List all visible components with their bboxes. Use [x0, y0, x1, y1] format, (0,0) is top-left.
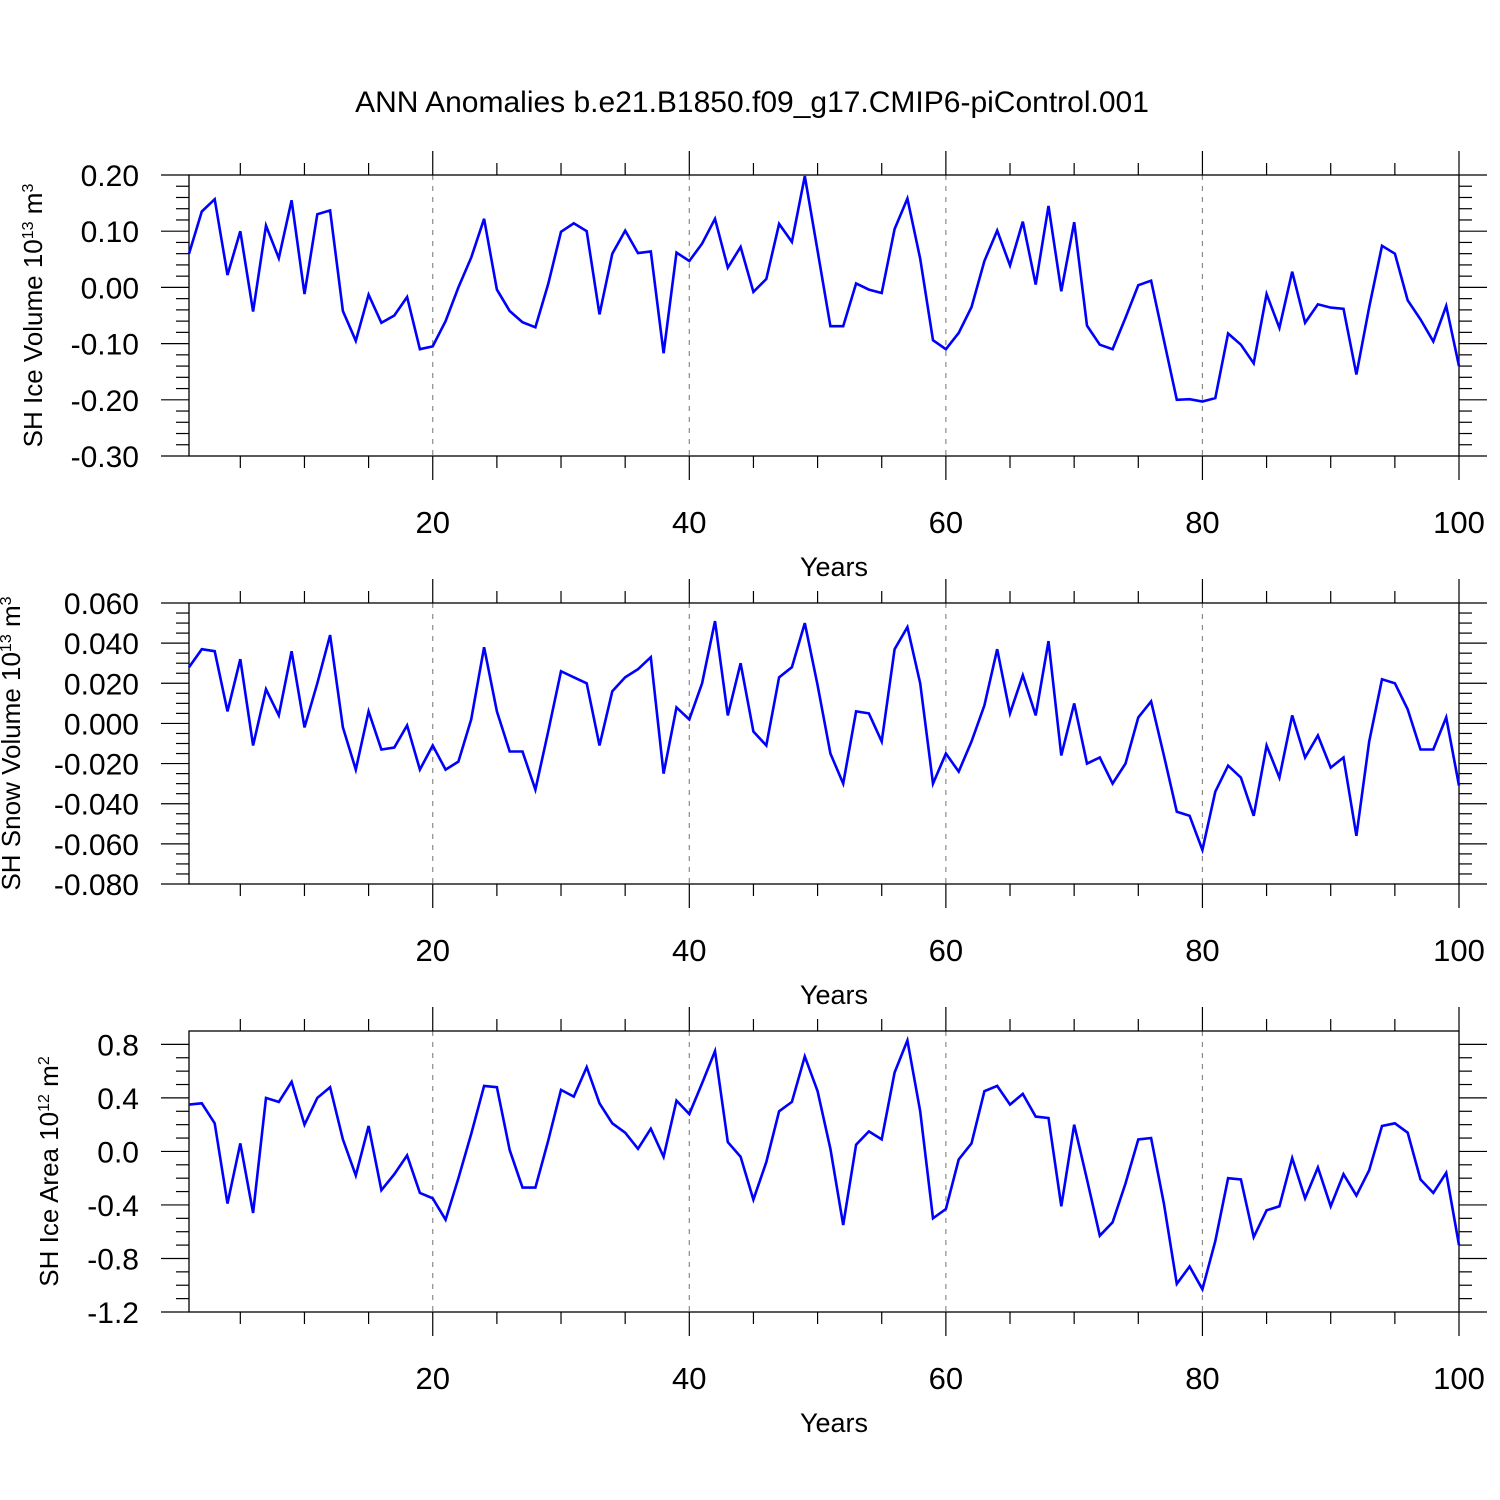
panels: 20 40 60 80 100 Years 0.20 0.10 0.00 -0.10 -0.20 -0…	[0, 151, 1487, 1438]
y-tick-label: -0.20	[71, 385, 139, 418]
x-tick-label: 20	[415, 933, 449, 968]
x-tick-label: 40	[672, 1361, 706, 1396]
x-tick-label: 60	[929, 933, 963, 968]
plot-frame	[188, 174, 1460, 457]
y-tick-label: -0.080	[54, 869, 139, 902]
figure-title: ANN Anomalies b.e21.B1850.f09_g17.CMIP6-…	[355, 86, 1149, 119]
y-tick-label: -0.4	[87, 1190, 139, 1223]
x-tick-label: 60	[929, 1361, 963, 1396]
y-tick-label: -0.10	[71, 329, 139, 362]
x-tick-label: 80	[1185, 933, 1219, 968]
y-tick-label: 0.00	[81, 272, 139, 305]
y-tick-label: 0.0	[97, 1136, 139, 1169]
series-line	[187, 175, 1461, 403]
x-tick-label: 80	[1185, 505, 1219, 540]
x-axis-label: Years	[800, 1408, 868, 1438]
y-tick-label: 0.060	[64, 588, 139, 621]
y-tick-label: -0.060	[54, 829, 139, 862]
x-tick-label: 60	[929, 505, 963, 540]
y-tick-label: 0.8	[97, 1029, 139, 1062]
y-axis-label: SH Snow Volume 1013 m3	[0, 596, 26, 890]
series-line	[188, 1035, 1461, 1293]
y-tick-label: 0.000	[64, 708, 139, 741]
y-tick-label: 0.020	[64, 668, 139, 701]
y-tick-label: -1.2	[87, 1297, 139, 1330]
y-tick-label: 0.4	[97, 1083, 139, 1116]
x-tick-label: 20	[415, 505, 449, 540]
y-axis-label: SH Ice Volume 1013 m3	[18, 184, 48, 448]
x-tick-label: 100	[1433, 1361, 1485, 1396]
x-tick-label: 40	[672, 505, 706, 540]
x-axis-label: Years	[800, 552, 868, 582]
y-tick-label: 0.20	[81, 160, 139, 193]
plot-frame	[188, 1030, 1460, 1313]
x-tick-label: 100	[1433, 505, 1485, 540]
x-axis-label: Years	[800, 980, 868, 1010]
x-tick-label: 80	[1185, 1361, 1219, 1396]
y-tick-label: -0.30	[71, 441, 139, 474]
panel-3: 20 40 60 80 100 Years 0.8 0.4 0.0 -0.4 -0.8 -1.2 SH …	[34, 1007, 1487, 1438]
y-tick-label: 0.040	[64, 628, 139, 661]
x-tick-label: 40	[672, 933, 706, 968]
y-tick-label: -0.8	[87, 1243, 139, 1276]
x-tick-label: 100	[1433, 933, 1485, 968]
y-tick-label: 0.10	[81, 216, 139, 249]
y-axis-label: SH Ice Area 1012 m2	[34, 1056, 64, 1287]
y-tick-label: -0.040	[54, 789, 139, 822]
series-line	[187, 620, 1461, 855]
x-tick-label: 20	[415, 1361, 449, 1396]
panel-1: 20 40 60 80 100 Years 0.20 0.10 0.00 -0.10 -0.20 -0…	[18, 151, 1487, 582]
y-tick-label: -0.020	[54, 749, 139, 782]
panel-2: 20 40 60 80 100 Years 0.060 0.040 0.020 0.000 -0.0…	[0, 579, 1487, 1010]
